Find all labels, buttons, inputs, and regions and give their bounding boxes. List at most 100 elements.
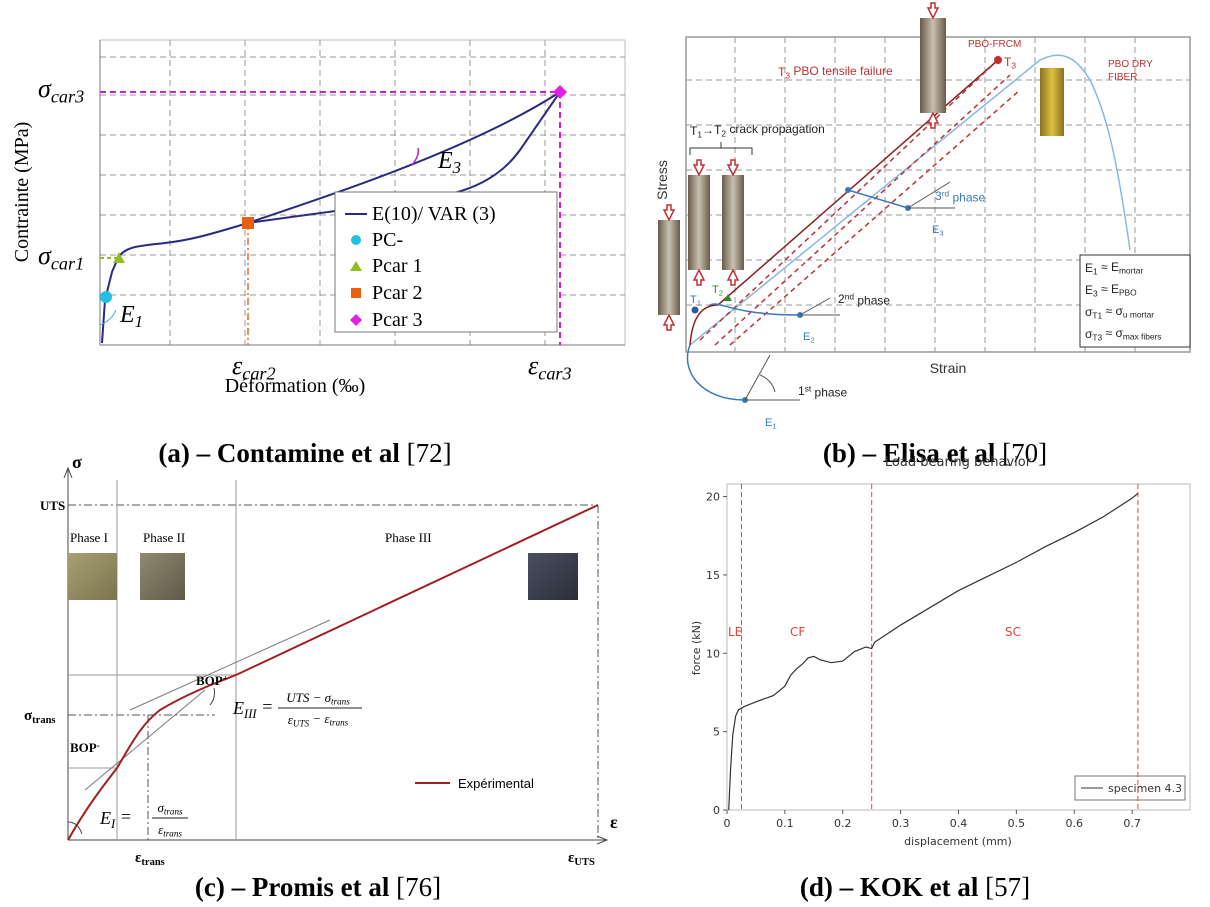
text-segment: car1: [51, 253, 84, 273]
annotation-curve: [686, 344, 746, 401]
text-segment: ε: [528, 351, 539, 380]
photo: [688, 175, 710, 270]
text-segment: 1: [1093, 267, 1098, 277]
text-segment: E: [1085, 283, 1093, 297]
text-segment: σ: [1085, 305, 1093, 319]
phase-label: Phase II: [143, 530, 185, 545]
photo: [528, 553, 578, 600]
caption: (b) – Elisa et al [70]: [823, 438, 1047, 468]
x-tick-label: 0.4: [950, 817, 968, 830]
x-tick-label: 0.2: [834, 817, 852, 830]
photo: [722, 175, 744, 270]
text-segment: T: [1004, 55, 1012, 69]
text-segment: PBO: [1119, 287, 1137, 297]
note-box: [1079, 254, 1191, 348]
legend-label: Expérimental: [458, 776, 534, 791]
point: [242, 217, 254, 229]
text-segment: BOP: [70, 740, 97, 755]
slope-line: [729, 89, 1021, 346]
text-segment: 1: [135, 312, 143, 331]
text-segment: E: [932, 224, 939, 236]
text-segment: E: [119, 302, 135, 328]
caption-ref: [76]: [396, 872, 441, 902]
legend-swatch: [350, 314, 362, 326]
text-segment: ε: [232, 351, 243, 380]
y-tick-label: 5: [713, 726, 720, 739]
formula: UTS − σtrans: [286, 690, 350, 707]
text-segment: III: [243, 707, 257, 721]
text-segment: ≈ σ: [1102, 326, 1123, 340]
note-line: E1 ≈ Emortar: [1085, 260, 1143, 277]
formula: εUTS − εtrans: [288, 711, 349, 729]
panel-c: σ ε UTS Phase I Phase II Phase III BOP+ …: [24, 452, 618, 868]
angle-arc: [67, 687, 215, 835]
panel-b: E1 ≈ Emortar E3 ≈ EPBO σT1 ≈ σu mortar σ…: [654, 2, 1191, 430]
angle: [744, 354, 800, 401]
curve: [689, 54, 1131, 346]
slope-label: E3: [437, 148, 461, 177]
text-segment: 1: [697, 130, 702, 140]
point: [553, 85, 567, 99]
text-segment: 1: [697, 298, 701, 307]
formula: EI =: [99, 806, 132, 830]
caption-label: (c) – Promis et al: [195, 872, 390, 902]
caption-label: (b) – Elisa et al: [823, 438, 996, 468]
curve: [101, 91, 561, 344]
point: [100, 291, 112, 303]
photo: [658, 220, 680, 315]
text-segment: 1: [772, 421, 776, 430]
phase-label: Phase III: [385, 530, 432, 545]
y-marker-label: σcar1: [38, 241, 84, 273]
x-marker-label: εcar3: [528, 351, 572, 383]
annotation: E2: [803, 331, 815, 344]
point: [994, 56, 1002, 64]
caption: (c) – Promis et al [76]: [195, 872, 441, 902]
point: [724, 294, 732, 301]
annotation: PBO-FRCM: [968, 39, 1021, 50]
text-segment: trans: [163, 829, 182, 839]
annotation: T3: [1004, 55, 1016, 71]
caption-label: (a) – Contamine et al: [158, 438, 400, 468]
text-segment: 3: [1093, 289, 1098, 299]
tick-label: εtrans: [135, 850, 165, 868]
annotation: T2: [712, 284, 723, 297]
annotation-curve: [709, 303, 801, 316]
text-segment: =: [257, 696, 274, 716]
y-axis-label: force (kN): [690, 621, 703, 675]
x-marker-label: εcar2: [232, 351, 276, 383]
arrows: [662, 2, 940, 331]
point: [691, 306, 699, 314]
legend-swatch: [351, 235, 361, 245]
text-segment: σ: [24, 708, 33, 724]
caption-ref: [57]: [985, 872, 1030, 902]
text-segment: →T: [702, 123, 722, 137]
slope-label: E1: [119, 302, 143, 331]
x-tick-label: 0.6: [1066, 817, 1084, 830]
text-segment: +: [223, 673, 228, 683]
arrow: [63, 466, 73, 479]
y-tick-label: 20: [706, 491, 720, 504]
text-segment: ≈ E: [1098, 260, 1119, 274]
text-segment: trans: [330, 718, 349, 728]
text-segment: ε: [288, 712, 294, 727]
phase-label: Phase I: [70, 530, 108, 545]
text-segment: ε: [158, 822, 164, 837]
tick-label: σtrans: [24, 708, 56, 726]
region-label: LE: [728, 625, 742, 639]
y-tick-label: 10: [706, 647, 720, 660]
text-segment: σ: [1085, 327, 1093, 341]
legend-label: Pcar 2: [372, 282, 423, 304]
annotation: BOP+: [196, 673, 228, 688]
text-segment: max fibers: [1123, 331, 1162, 341]
annotation: FIBER: [1108, 72, 1137, 83]
legend-label: PC-: [372, 229, 403, 251]
text-segment: mortar: [1119, 265, 1143, 275]
text-segment: trans: [32, 715, 55, 726]
text-segment: I: [110, 817, 116, 831]
text-segment: phase: [949, 190, 985, 204]
annotation: BOP-: [70, 740, 100, 755]
text-segment: trans: [164, 807, 183, 817]
legend-label: Pcar 1: [372, 255, 423, 277]
angle: [799, 297, 840, 316]
text-segment: 2: [838, 292, 845, 306]
